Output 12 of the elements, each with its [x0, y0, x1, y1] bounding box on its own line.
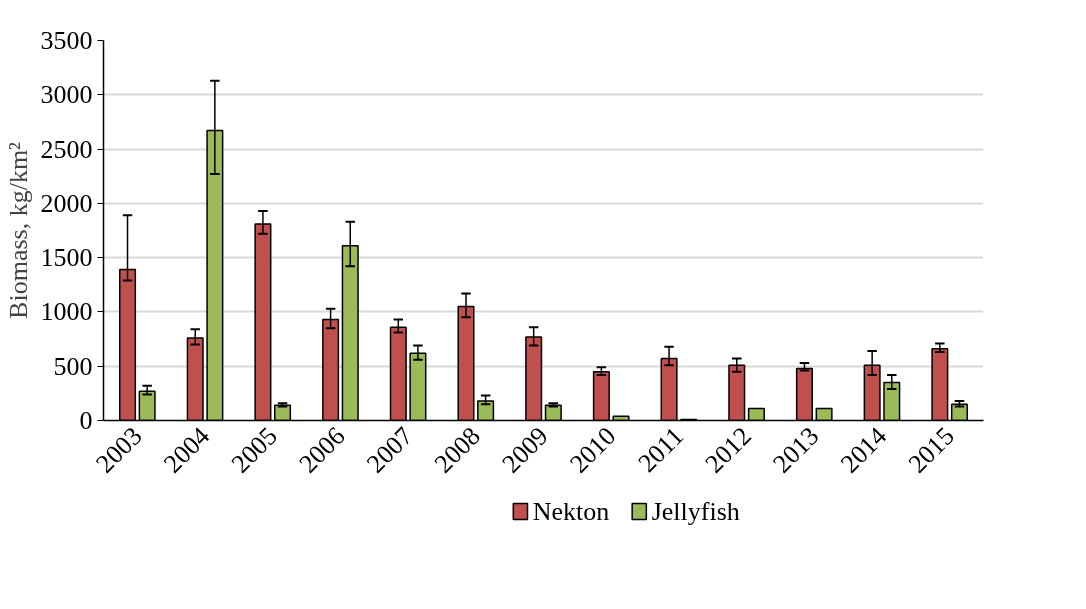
legend-label: Jellyfish	[651, 497, 740, 526]
y-tick-label: 2000	[40, 188, 93, 218]
legend-label: Nekton	[532, 497, 610, 526]
y-tick-label: 2500	[40, 134, 93, 164]
y-tick-label: 3000	[40, 80, 93, 110]
y-axis-title: Biomass, kg/km²	[3, 141, 33, 319]
y-tick-label: 1500	[40, 243, 93, 273]
y-tick-label: 0	[79, 406, 93, 435]
x-tick-label: 2011	[632, 421, 690, 478]
y-tick-label: 1000	[40, 297, 93, 327]
y-tick-label: 500	[53, 351, 93, 381]
y-tick-label: 3500	[40, 26, 93, 55]
